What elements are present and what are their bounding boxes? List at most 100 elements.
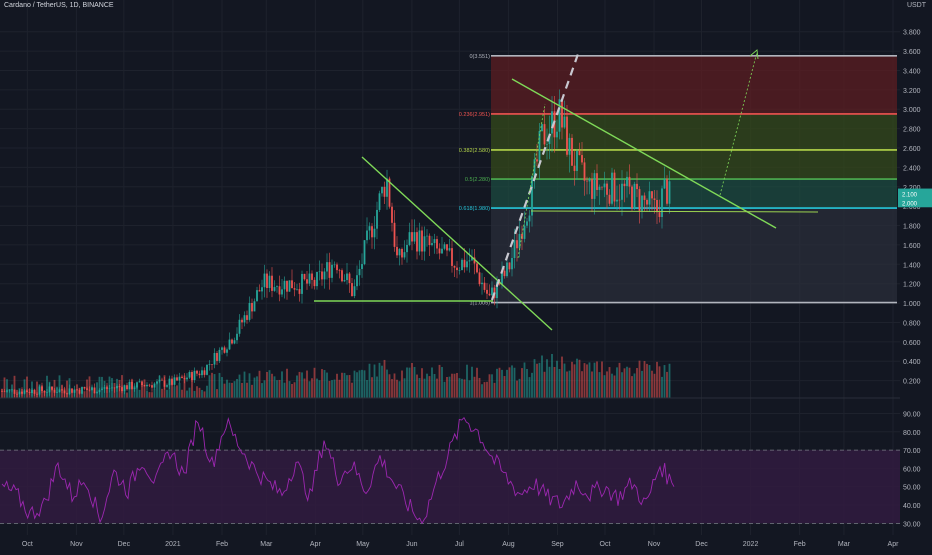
projection-dashed[interactable]: [490, 53, 580, 301]
candle-body: [268, 275, 271, 289]
candle-body: [186, 377, 188, 380]
time-axis[interactable]: Oct Nov Dec 2021 Feb Mar Apr May Jun Jul Aug Sep Oct…: [22, 541, 899, 548]
volume-bar: [526, 368, 528, 398]
candle-body: [133, 387, 136, 389]
symbol-title[interactable]: Cardano / TetherUS, 1D, BINANCE: [4, 2, 114, 9]
volume-bar: [606, 371, 608, 398]
price-tick-label: 3.200: [903, 88, 921, 95]
candle-body: [573, 165, 576, 171]
candle-body: [216, 353, 218, 361]
candle-body: [561, 99, 563, 128]
trendline-drawings[interactable]: [314, 49, 819, 331]
volume-bar: [668, 363, 671, 398]
candle-body: [248, 302, 251, 320]
volume-bar: [376, 376, 378, 398]
volume-bar: [316, 378, 318, 398]
volume-bar: [258, 370, 261, 398]
volume-bar: [378, 362, 381, 398]
candle-body: [61, 389, 63, 391]
candle-body: [256, 290, 258, 302]
candle-body: [651, 191, 653, 199]
volume-bar: [571, 361, 573, 398]
trendline-descending-2[interactable]: [511, 78, 777, 229]
candle-body: [171, 378, 173, 385]
volume-bar: [491, 374, 493, 398]
volume-bar: [583, 363, 586, 398]
candle-body: [23, 390, 26, 394]
volume-bar: [548, 366, 551, 398]
candle-body: [298, 289, 301, 294]
volume-bar: [433, 374, 436, 398]
volume-bar: [593, 362, 596, 398]
candle-body: [73, 389, 76, 393]
volume-bar: [386, 369, 388, 398]
candle-body: [51, 386, 53, 390]
rsi-axis[interactable]: 90.00 80.00 70.00 60.00 50.00 40.00 30.00: [903, 411, 921, 528]
trendline-descending-1[interactable]: [361, 156, 553, 331]
fib-level-label: 0(3.551): [470, 54, 491, 60]
volume-bar: [161, 388, 163, 398]
time-tick-label: Mar: [260, 541, 273, 548]
rsi-band: [0, 450, 900, 524]
volume-bar: [13, 375, 16, 398]
candle-body: [588, 179, 591, 182]
volume-bar: [608, 367, 611, 398]
price-tag[interactable]: [898, 197, 932, 208]
range-floor-line[interactable]: [530, 210, 819, 213]
candle-body: [376, 209, 378, 229]
candle-body: [13, 389, 16, 394]
candle-body: [666, 178, 668, 204]
volume-bar: [423, 378, 426, 398]
candle-body: [38, 386, 41, 395]
volume-bar: [328, 380, 331, 398]
candle-body: [451, 248, 453, 266]
target-arrow[interactable]: [719, 51, 758, 196]
candle-body: [596, 173, 598, 190]
volume-bar: [531, 372, 533, 398]
volume-bar: [166, 389, 168, 398]
candle-body: [48, 386, 51, 393]
candle-body: [18, 391, 21, 395]
candle-body: [148, 384, 151, 386]
volume-bar: [51, 386, 53, 398]
candle-body: [403, 252, 406, 258]
candle-body: [446, 244, 448, 251]
candle-body: [33, 389, 36, 394]
volume-bar: [596, 361, 598, 398]
candle-body: [28, 392, 31, 394]
candle-body: [556, 131, 558, 138]
volume-bar: [198, 387, 201, 398]
candle-body: [21, 391, 23, 394]
volume-bar: [343, 372, 346, 398]
price-axis[interactable]: 3.800 3.600 3.400 3.200 3.000 2.800 2.600 2.400…: [898, 30, 932, 386]
candle-body: [331, 264, 333, 278]
volume-bar: [8, 389, 11, 398]
fibonacci-retracement[interactable]: 0(3.551) 0.236(2.951) 0.382(2.580) 0.5(2.28…: [459, 54, 897, 307]
volume-bar: [663, 365, 666, 398]
volume-bar: [438, 364, 441, 398]
volume-bar: [288, 381, 291, 398]
volume-bar: [91, 386, 93, 398]
candle-body: [98, 389, 101, 393]
price-tick-label: 1.400: [903, 262, 921, 269]
volume-bar: [303, 378, 306, 398]
candle-body: [253, 301, 256, 312]
volume-bar: [81, 393, 83, 398]
candle-body: [16, 393, 18, 395]
time-tick-label: 2021: [165, 541, 181, 548]
volume-bar: [261, 383, 263, 398]
time-tick-label: Feb: [794, 541, 806, 548]
volume-bar: [188, 387, 191, 398]
candle-body: [408, 232, 411, 245]
time-tick-label: Oct: [22, 541, 33, 548]
volume-bar: [523, 362, 526, 398]
volume-bar: [138, 389, 141, 398]
candle-body: [551, 111, 553, 134]
volume-bar: [581, 371, 583, 398]
volume-bar: [333, 379, 336, 398]
volume-bar: [268, 370, 271, 398]
volume-bar: [171, 379, 173, 398]
rsi-tick-label: 90.00: [903, 411, 921, 418]
price-tag[interactable]: [898, 188, 932, 199]
